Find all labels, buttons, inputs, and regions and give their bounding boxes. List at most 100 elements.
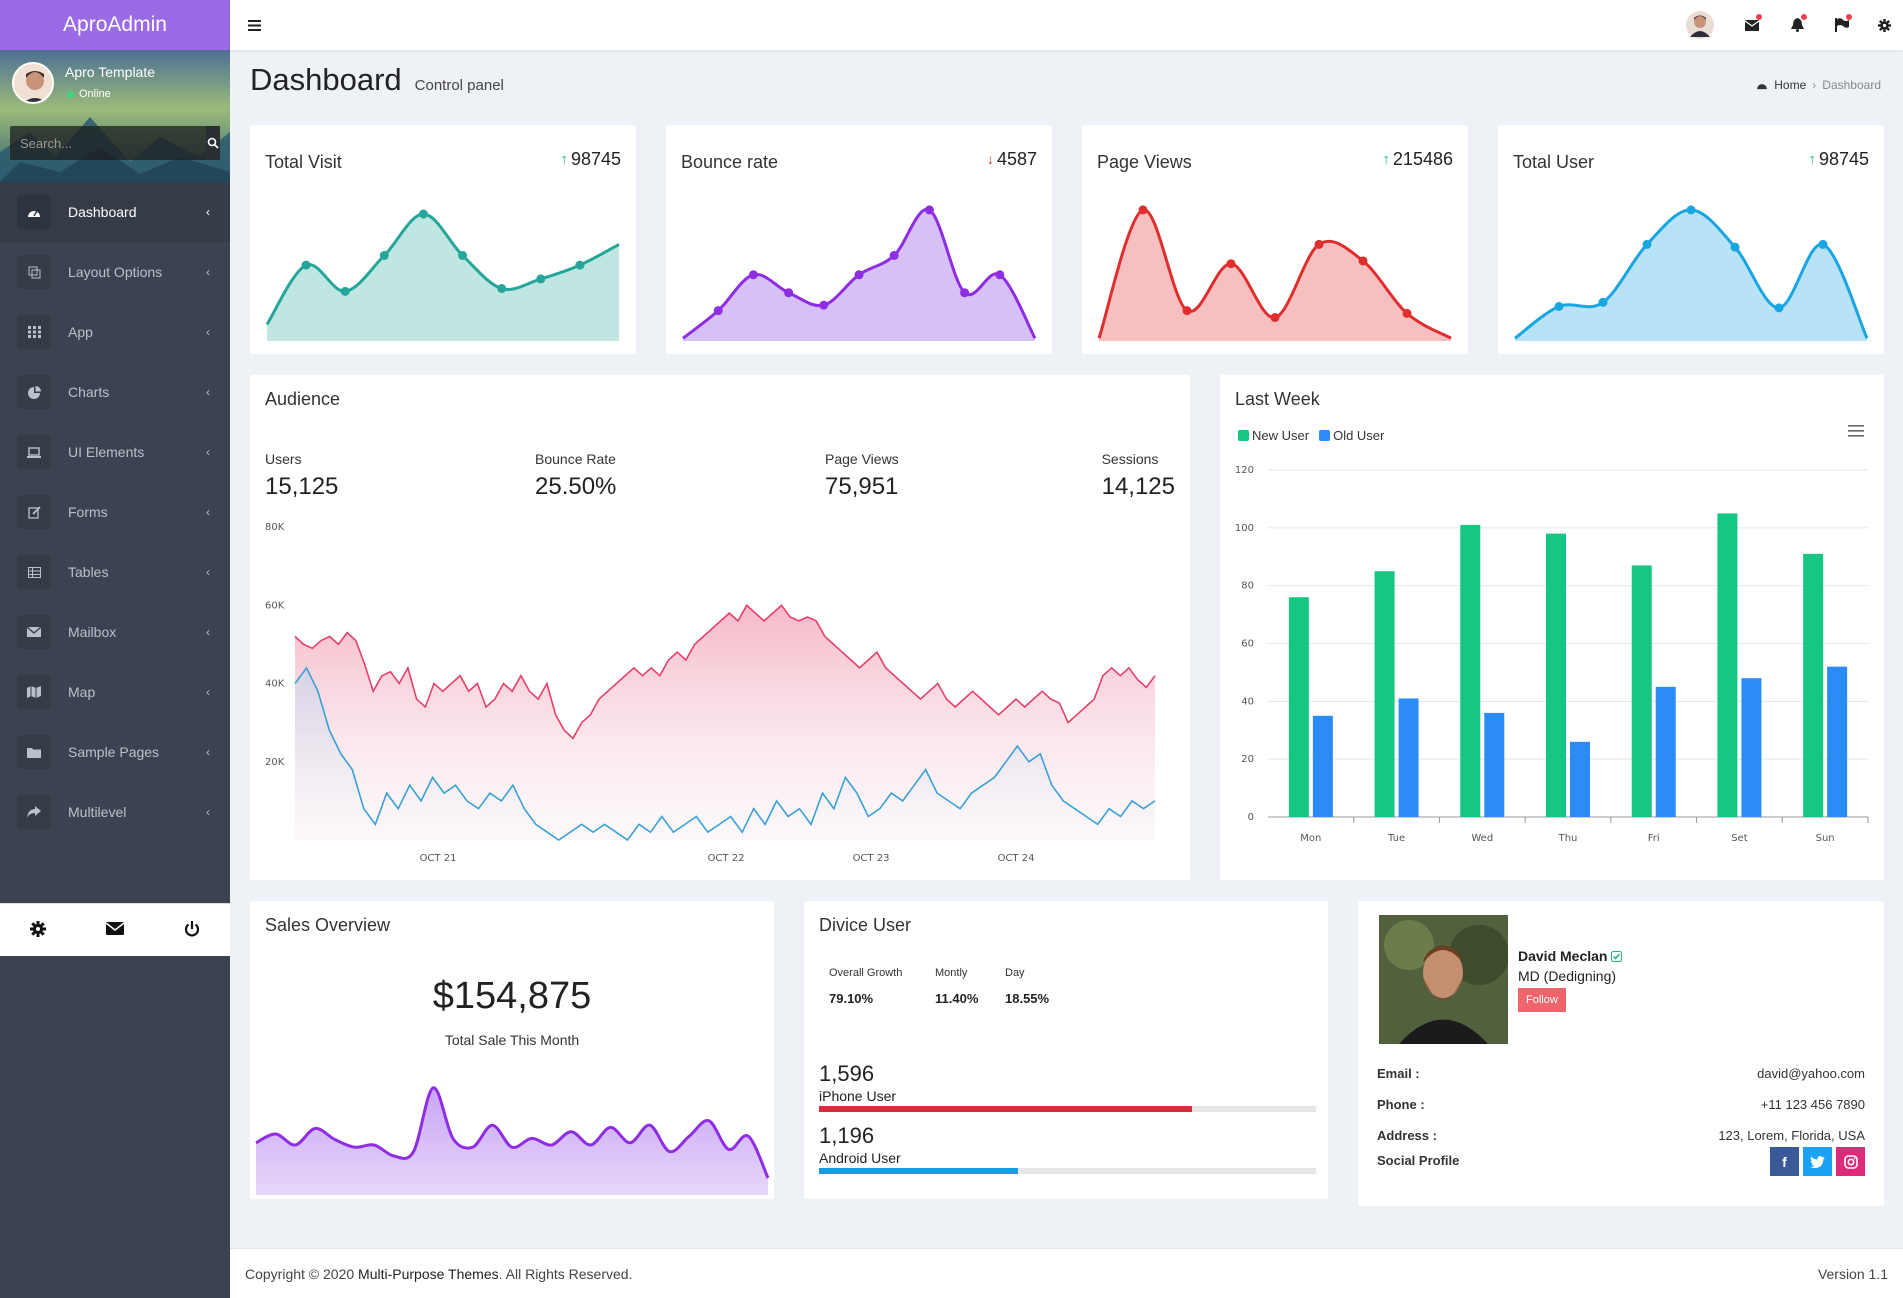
sales-amount: $154,875 xyxy=(432,975,592,1017)
sidebar-item-label: Multilevel xyxy=(68,804,127,820)
sidebar-item-label: Tables xyxy=(68,564,109,580)
x-axis-tick: OCT 22 xyxy=(708,853,745,864)
stat-label: Users xyxy=(265,451,302,467)
brand-logo[interactable]: AproAdmin xyxy=(0,0,230,50)
sparkline-point xyxy=(340,286,350,296)
y-axis-tick: 40 xyxy=(1241,696,1254,707)
page-title: Dashboard xyxy=(250,62,402,97)
user-name[interactable]: Apro Template xyxy=(65,64,156,80)
sidebar-item-sample-pages[interactable]: Sample Pages ‹ xyxy=(0,722,230,782)
legend-old-user[interactable]: Old User xyxy=(1319,428,1384,443)
pie-icon xyxy=(17,375,51,409)
settings-button[interactable] xyxy=(30,920,46,940)
twitter-bird-icon xyxy=(1810,1155,1825,1168)
mail-button[interactable] xyxy=(105,922,125,938)
folder-icon xyxy=(17,735,51,769)
sales-area xyxy=(256,1087,768,1195)
dashboard-icon xyxy=(17,195,51,229)
android-user-label: Android User xyxy=(819,1150,901,1166)
company-link[interactable]: Multi-Purpose Themes xyxy=(358,1265,499,1282)
notification-dot-icon xyxy=(1756,14,1762,20)
chart-menu-icon[interactable] xyxy=(1848,425,1864,437)
breadcrumb-home[interactable]: Home xyxy=(1774,78,1807,92)
card-title: Divice User xyxy=(819,915,912,935)
field-label: Phone : xyxy=(1377,1097,1425,1112)
instagram-glyph-icon xyxy=(1843,1154,1858,1169)
menu-toggle-button[interactable] xyxy=(242,0,266,50)
sparkline-point xyxy=(418,209,428,219)
table-icon xyxy=(17,555,51,589)
sidebar-item-tables[interactable]: Tables ‹ xyxy=(0,542,230,602)
user-panel: Apro Template Online xyxy=(0,50,230,182)
metric-value: 79.10% xyxy=(829,991,874,1006)
user-avatar[interactable] xyxy=(12,62,54,104)
instagram-icon[interactable] xyxy=(1836,1147,1865,1176)
bar-new-user xyxy=(1288,597,1309,817)
x-axis-tick: Fri xyxy=(1648,833,1660,844)
sidebar-item-multilevel[interactable]: Multilevel ‹ xyxy=(0,782,230,842)
search-input[interactable] xyxy=(10,135,206,151)
sparkline-point xyxy=(713,306,723,316)
y-axis-tick: 0 xyxy=(1248,812,1254,823)
sidebar-item-ui-elements[interactable]: UI Elements ‹ xyxy=(0,422,230,482)
stat-label: Page Views xyxy=(825,451,899,467)
y-axis-tick: 120 xyxy=(1235,465,1254,476)
sidebar-item-forms[interactable]: Forms ‹ xyxy=(0,482,230,542)
chevron-left-icon: ‹ xyxy=(206,385,210,399)
topbar-avatar[interactable] xyxy=(1685,0,1715,50)
sparkline-point xyxy=(1314,239,1324,249)
card-title: Sales Overview xyxy=(265,915,391,935)
stat-title: Total User xyxy=(1513,152,1595,172)
sparkline-point xyxy=(819,300,829,310)
sparkline-point xyxy=(960,288,970,298)
x-axis-tick: Sun xyxy=(1816,833,1835,844)
stat-number: 4587 xyxy=(996,149,1037,169)
logout-button[interactable] xyxy=(184,920,200,940)
sidebar-item-label: Map xyxy=(68,684,96,700)
stat-number: 98745 xyxy=(1818,149,1869,169)
profile-photo[interactable] xyxy=(1379,915,1508,1044)
stat-value: ↑ 215486 xyxy=(1382,149,1453,170)
sidebar-item-dashboard[interactable]: Dashboard ‹ xyxy=(0,182,230,242)
sidebar-item-map[interactable]: Map ‹ xyxy=(0,662,230,722)
facebook-icon[interactable]: f xyxy=(1770,1147,1799,1176)
y-axis-tick: 60 xyxy=(1241,639,1254,650)
notifications-button[interactable] xyxy=(1785,0,1809,50)
sidebar-item-label: Dashboard xyxy=(68,204,137,220)
sidebar-item-mailbox[interactable]: Mailbox ‹ xyxy=(0,602,230,662)
profile-email[interactable]: david@yahoo.com xyxy=(1757,1066,1865,1081)
follow-button[interactable]: Follow xyxy=(1518,988,1566,1012)
version: Version 1.1 xyxy=(1817,1265,1888,1282)
twitter-icon[interactable] xyxy=(1803,1147,1832,1176)
profile-card: David Meclan MD (Dedigning) Follow Email… xyxy=(1358,901,1884,1206)
profile-social-row: Social Profile f xyxy=(1377,1147,1865,1176)
avatar xyxy=(1686,11,1714,39)
page-subtitle: Control panel xyxy=(414,77,504,94)
messages-button[interactable] xyxy=(1740,0,1764,50)
sidebar-footer xyxy=(0,903,230,956)
page-views-sparkline xyxy=(1097,205,1452,341)
stat-value: 14,125 xyxy=(1101,473,1175,500)
copyright-text: Copyright © 2020 xyxy=(245,1265,359,1282)
settings-button[interactable] xyxy=(1872,0,1896,50)
series-line xyxy=(294,666,1156,842)
bar-new-user xyxy=(1803,553,1824,817)
power-icon xyxy=(184,920,200,936)
profile-role: MD (Dedigning) xyxy=(1518,968,1617,984)
metric-value: 11.40% xyxy=(935,991,979,1006)
notification-dot-icon xyxy=(1801,14,1807,20)
legend-new-user[interactable]: New User xyxy=(1238,428,1309,443)
sparkline-point xyxy=(995,270,1005,280)
sparkline-point xyxy=(1358,256,1368,266)
profile-phone: +11 123 456 7890 xyxy=(1760,1097,1865,1112)
sparkline-point xyxy=(1730,242,1740,252)
search-button[interactable] xyxy=(206,126,220,160)
sidebar-item-charts[interactable]: Charts ‹ xyxy=(0,362,230,422)
stat-value: ↓ 4587 xyxy=(986,149,1037,170)
sidebar-item-app[interactable]: App ‹ xyxy=(0,302,230,362)
flag-button[interactable] xyxy=(1830,0,1854,50)
y-axis-tick: 20K xyxy=(265,757,285,768)
sidebar-item-layout-options[interactable]: Layout Options ‹ xyxy=(0,242,230,302)
profile-address: 123, Lorem, Florida, USA xyxy=(1718,1128,1865,1143)
dashboard-icon xyxy=(1757,84,1768,90)
